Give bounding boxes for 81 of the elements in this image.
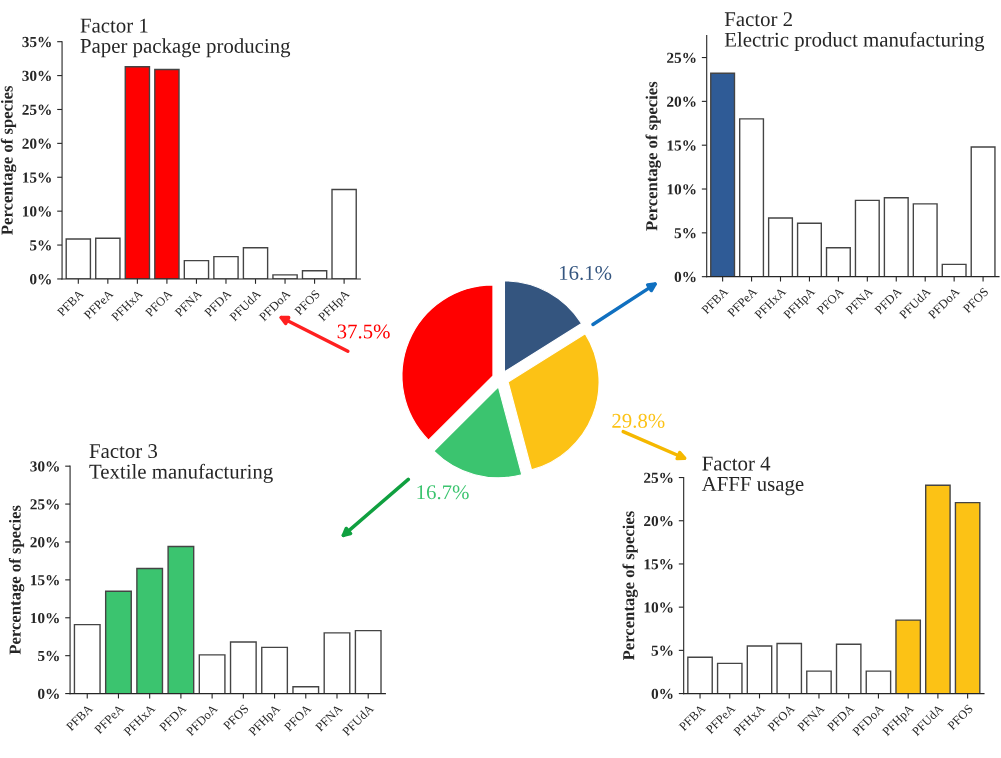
- bar: [292, 686, 320, 694]
- bar: [716, 662, 743, 694]
- y-axis-title: Percentage of species: [8, 505, 25, 655]
- chart-subtitle: AFFF usage: [701, 476, 804, 496]
- y-tick-label: 20%: [22, 138, 51, 149]
- y-tick-label: 5%: [38, 650, 59, 662]
- bar: [970, 146, 996, 277]
- bar: [767, 217, 794, 277]
- y-tick-label: 10%: [644, 602, 673, 613]
- bar: [73, 623, 101, 694]
- y-tick-label: 35%: [22, 36, 51, 48]
- bar: [912, 203, 938, 277]
- data-label: 16.7%: [417, 485, 469, 500]
- y-axis-title: Percentage of species: [645, 81, 661, 231]
- bar: [687, 656, 713, 694]
- bar: [954, 501, 981, 694]
- y-tick-label: 0%: [651, 688, 673, 700]
- bar: [710, 72, 736, 277]
- bar: [895, 619, 922, 694]
- chart-subtitle: Electric product manufacturing: [724, 31, 985, 52]
- y-tick-label: 0%: [674, 271, 696, 283]
- bar: [167, 545, 195, 694]
- chart-subtitle: Textile manufacturing: [89, 463, 273, 483]
- bar: [242, 247, 269, 279]
- bar: [865, 670, 892, 694]
- chart-subtitle: Paper package producing: [80, 38, 291, 58]
- y-tick-label: 25%: [667, 52, 696, 64]
- bar: [213, 255, 239, 279]
- bar: [806, 670, 832, 694]
- bar: [198, 654, 226, 694]
- y-tick-label: 25%: [22, 104, 51, 115]
- y-tick-label: 0%: [30, 274, 51, 285]
- y-tick-label: 15%: [644, 559, 673, 570]
- bar: [124, 66, 151, 279]
- bar: [854, 199, 880, 277]
- bar: [354, 629, 382, 694]
- y-tick-label: 30%: [22, 70, 51, 82]
- y-tick-label: 25%: [644, 472, 673, 484]
- y-tick-label: 5%: [674, 227, 696, 239]
- y-tick-label: 5%: [651, 645, 673, 656]
- chart-title: Factor 4: [702, 456, 771, 471]
- bar: [746, 645, 773, 694]
- bar: [65, 238, 92, 279]
- bar: [154, 68, 180, 279]
- bar: [229, 641, 257, 694]
- data-label: 29.8%: [612, 413, 665, 428]
- chart-title: Factor 1: [80, 18, 148, 33]
- bar: [136, 567, 164, 694]
- data-label: 16.1%: [560, 265, 612, 281]
- bar: [331, 188, 357, 279]
- bar: [95, 237, 121, 279]
- y-tick-label: 15%: [31, 575, 59, 586]
- y-tick-label: 10%: [31, 612, 59, 624]
- bar: [925, 484, 951, 694]
- y-axis-title: Percentage of species: [622, 511, 638, 661]
- y-tick-label: 15%: [667, 140, 696, 151]
- bar: [739, 118, 765, 277]
- bar: [941, 263, 967, 277]
- chart-title: Factor 2: [724, 12, 792, 27]
- y-tick-label: 10%: [667, 184, 696, 195]
- y-tick-label: 20%: [644, 515, 673, 527]
- bar: [776, 642, 803, 694]
- y-tick-label: 5%: [30, 240, 51, 251]
- y-tick-label: 30%: [30, 461, 59, 472]
- bar: [796, 222, 823, 277]
- y-tick-label: 25%: [30, 499, 59, 510]
- y-tick-label: 15%: [23, 172, 51, 183]
- bar: [261, 646, 289, 694]
- y-axis-title: Percentage of species: [0, 85, 17, 235]
- y-tick-label: 20%: [667, 96, 696, 107]
- bar: [183, 259, 210, 279]
- bar: [835, 643, 862, 694]
- y-tick-label: 20%: [30, 537, 59, 548]
- y-tick-label: 10%: [23, 206, 51, 217]
- data-label: 37.5%: [337, 324, 390, 339]
- y-tick-label: 0%: [38, 688, 59, 700]
- bar: [104, 590, 132, 694]
- chart-title: Factor 3: [89, 444, 158, 459]
- bar: [323, 632, 351, 694]
- bar: [825, 247, 851, 277]
- bar: [883, 197, 909, 277]
